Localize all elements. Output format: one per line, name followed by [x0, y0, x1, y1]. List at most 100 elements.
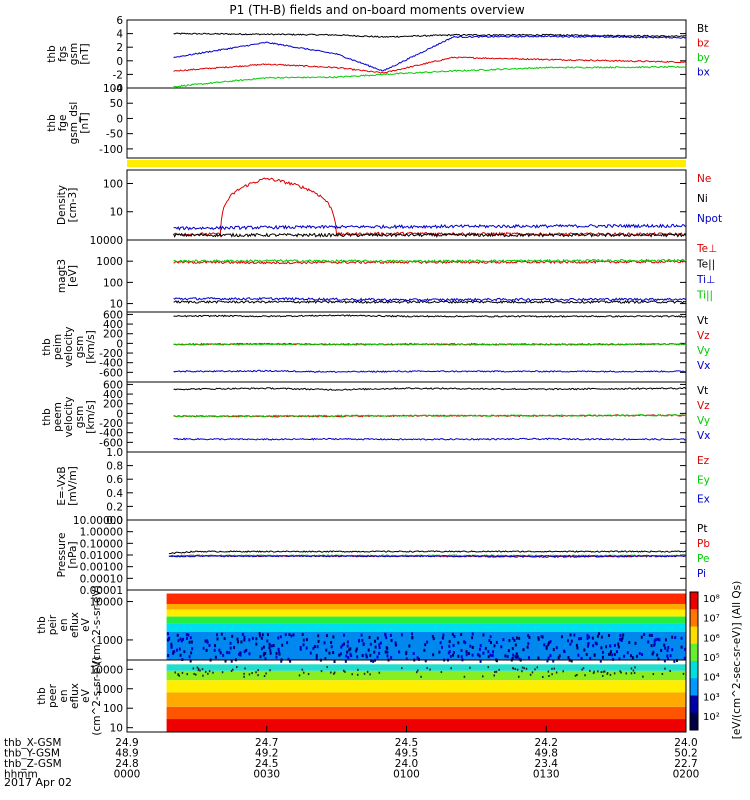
- heatmap-speckle: [185, 633, 188, 637]
- heatmap-speckle: [236, 637, 239, 641]
- heatmap-speckle: [196, 666, 199, 669]
- legend-Te||: Te||: [696, 259, 715, 271]
- colorbar-segment: [690, 695, 698, 714]
- y-axis-label: fgs: [57, 46, 69, 62]
- heatmap-speckle: [463, 640, 466, 644]
- heatmap-speckle: [504, 654, 507, 658]
- colorbar-tick-label: 10⁸: [703, 594, 720, 605]
- heatmap-speckle: [600, 646, 603, 650]
- heatmap-speckle: [180, 639, 183, 643]
- heatmap-speckle: [202, 674, 204, 677]
- heatmap-speckle: [207, 672, 209, 675]
- heatmap-speckle: [491, 654, 494, 658]
- series-line-Ti||: [173, 258, 687, 264]
- series-line-Ti⊥: [173, 296, 687, 302]
- heatmap-speckle: [669, 654, 672, 658]
- heatmap-speckle: [463, 675, 466, 678]
- heatmap-speckle: [450, 667, 452, 670]
- heatmap-speckle: [576, 646, 579, 650]
- heatmap-speckle: [546, 659, 549, 663]
- heatmap-speckle: [585, 653, 588, 657]
- heatmap-speckle: [506, 655, 509, 659]
- series-line-Ni: [173, 232, 687, 238]
- heatmap-speckle: [424, 659, 427, 663]
- heatmap-speckle: [489, 653, 492, 657]
- heatmap-speckle: [640, 635, 643, 639]
- heatmap-speckle: [323, 641, 326, 645]
- x-tick-label: 50.2: [674, 748, 697, 760]
- heatmap-speckle: [469, 666, 471, 669]
- heatmap-speckle: [570, 639, 573, 643]
- heatmap-speckle: [526, 645, 529, 649]
- heatmap-speckle: [663, 643, 666, 647]
- y-axis-label: (cm^2-s-sr-eV): [91, 656, 103, 735]
- heatmap-speckle: [516, 655, 519, 659]
- heatmap-speckle: [562, 649, 565, 653]
- heatmap-speckle: [324, 657, 327, 661]
- y-tick-label: 10000: [90, 664, 123, 676]
- heatmap-speckle: [609, 673, 612, 676]
- heatmap-speckle: [621, 636, 624, 640]
- x-tick-label: 24.9: [115, 737, 138, 749]
- colorbar-tick-label: 10⁵: [703, 653, 720, 664]
- heatmap-speckle: [634, 666, 636, 669]
- y-axis-label: thb: [36, 616, 48, 634]
- heatmap-band: [166, 632, 687, 660]
- heatmap-speckle: [586, 636, 589, 640]
- heatmap-speckle: [566, 639, 569, 643]
- heatmap-speckle: [360, 633, 363, 637]
- heatmap-speckle: [457, 654, 460, 658]
- heatmap-speckle: [333, 671, 336, 674]
- heatmap-speckle: [355, 647, 358, 651]
- heatmap-speckle: [260, 647, 263, 651]
- y-axis-label: E=-VxB: [56, 466, 68, 505]
- heatmap-speckle: [560, 635, 563, 639]
- heatmap-speckle: [487, 650, 490, 654]
- legend-Bt: Bt: [697, 23, 708, 35]
- heatmap-speckle: [528, 635, 531, 639]
- heatmap-band: [166, 719, 687, 732]
- heatmap-speckle: [401, 667, 403, 670]
- x-tick-label: 23.4: [535, 758, 559, 770]
- y-tick-label: -600: [99, 437, 123, 449]
- heatmap-speckle: [517, 675, 520, 678]
- heatmap-speckle: [223, 636, 226, 640]
- y-tick-label: 0: [116, 113, 123, 125]
- x-tick-label: 24.8: [115, 758, 138, 770]
- x-tick-label: 0100: [393, 769, 420, 781]
- heatmap-speckle: [682, 672, 685, 675]
- heatmap-speckle: [423, 648, 426, 652]
- heatmap-band: [166, 616, 687, 624]
- heatmap-speckle: [666, 654, 669, 658]
- heatmap-speckle: [507, 649, 510, 653]
- heatmap-speckle: [312, 646, 315, 650]
- y-tick-label: 10.00000: [73, 515, 123, 527]
- colorbar-segment: [690, 626, 698, 645]
- legend-Pi: Pi: [697, 568, 706, 580]
- colorbar-segment: [690, 712, 698, 731]
- heatmap-speckle: [683, 656, 686, 660]
- heatmap-speckle: [269, 651, 272, 655]
- x-tick-label: 48.9: [115, 748, 138, 760]
- heatmap-speckle: [478, 654, 481, 658]
- heatmap-speckle: [543, 643, 546, 647]
- heatmap-speckle: [243, 650, 246, 654]
- heatmap-speckle: [521, 670, 523, 673]
- heatmap-speckle: [555, 671, 558, 674]
- heatmap-speckle: [167, 654, 170, 658]
- x-tick-label: 49.2: [255, 748, 278, 760]
- heatmap-speckle: [237, 652, 240, 656]
- heatmap-speckle: [301, 632, 304, 636]
- heatmap-speckle: [660, 648, 663, 652]
- heatmap-speckle: [537, 636, 540, 640]
- heatmap-speckle: [317, 639, 320, 643]
- series-line-Pt: [168, 550, 687, 555]
- y-axis-label: eV: [80, 617, 92, 631]
- heatmap-speckle: [195, 673, 197, 676]
- legend-Pb: Pb: [697, 538, 710, 550]
- y-tick-label: -200: [99, 348, 123, 360]
- heatmap-speckle: [529, 673, 532, 676]
- heatmap-speckle: [632, 669, 635, 672]
